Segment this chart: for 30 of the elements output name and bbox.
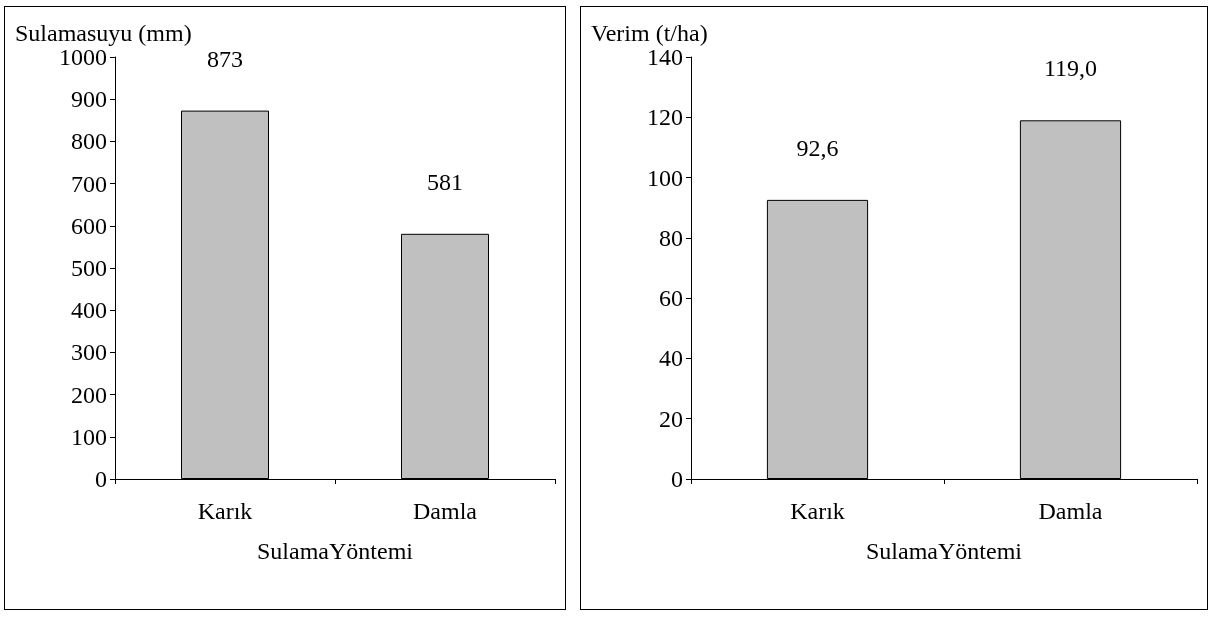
data-label: 581 bbox=[427, 168, 463, 195]
y-tick-label: 100 bbox=[647, 164, 683, 191]
data-label: 92,6 bbox=[796, 134, 839, 161]
y-tick-label: 900 bbox=[71, 86, 107, 113]
y-tick-label: 100 bbox=[71, 423, 107, 450]
x-tick-label: Karık bbox=[790, 498, 845, 524]
y-tick-label: 800 bbox=[71, 128, 107, 155]
x-tick-label: Karık bbox=[197, 498, 253, 524]
y-tick-label: 200 bbox=[71, 381, 107, 408]
x-tick-label: Damla bbox=[1038, 498, 1103, 524]
y-tick-label: 120 bbox=[647, 104, 683, 131]
y-tick-label: 20 bbox=[659, 405, 683, 432]
x-axis-title: SulamaYöntemi bbox=[257, 538, 414, 564]
y-tick-label: 60 bbox=[659, 285, 683, 312]
y-tick-label: 80 bbox=[659, 224, 683, 251]
x-axis-title: SulamaYöntemi bbox=[866, 538, 1023, 564]
x-tick-label: Damla bbox=[413, 498, 478, 524]
y-axis-title: Verim (t/ha) bbox=[591, 20, 708, 46]
y-tick-label: 40 bbox=[659, 345, 683, 372]
y-tick-label: 1000 bbox=[59, 44, 107, 70]
data-label: 873 bbox=[207, 45, 243, 72]
y-axis-title: Sulamasuyu (mm) bbox=[15, 20, 192, 46]
y-tick-label: 600 bbox=[71, 212, 107, 239]
y-tick-label: 300 bbox=[71, 339, 107, 366]
y-tick-label: 400 bbox=[71, 297, 107, 324]
y-tick-label: 0 bbox=[95, 466, 107, 492]
y-tick-label: 0 bbox=[671, 466, 683, 492]
data-label: 119,0 bbox=[1043, 55, 1098, 82]
y-tick-label: 700 bbox=[71, 170, 107, 197]
y-tick-label: 500 bbox=[71, 255, 107, 281]
